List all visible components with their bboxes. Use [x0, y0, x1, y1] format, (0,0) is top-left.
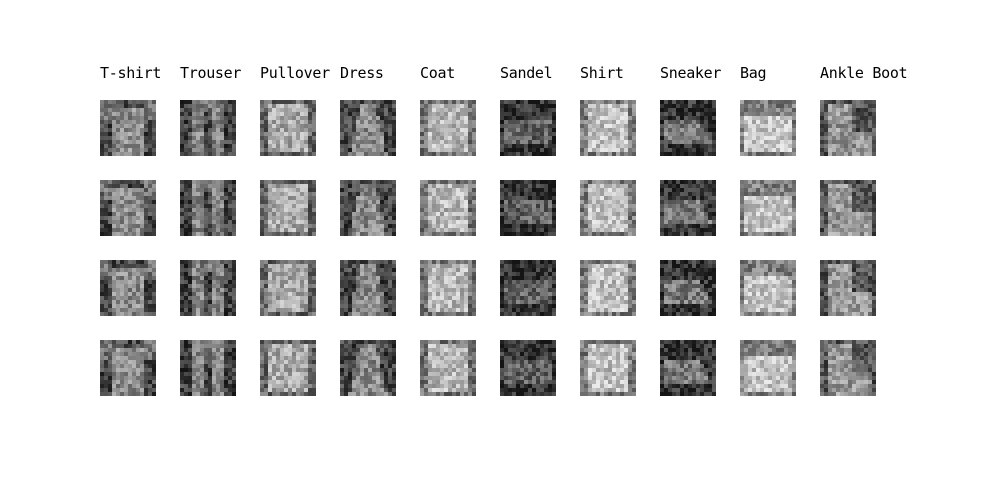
column-label: Ankle Boot [820, 64, 908, 82]
sample-image [820, 180, 876, 236]
sample-image [260, 100, 316, 156]
sample-image [420, 100, 476, 156]
sample-image [820, 340, 876, 396]
sample-image [580, 260, 636, 316]
sample-image [660, 180, 716, 236]
sample-image [260, 340, 316, 396]
sample-image [100, 260, 156, 316]
sample-image [740, 180, 796, 236]
column-label: Shirt [580, 64, 624, 82]
sample-image [420, 180, 476, 236]
sample-image [580, 340, 636, 396]
sample-image [660, 100, 716, 156]
sample-image [420, 260, 476, 316]
column-label: Pullover [260, 64, 330, 82]
sample-image [660, 260, 716, 316]
column-label: Dress [340, 64, 384, 82]
sample-image [260, 180, 316, 236]
sample-image [340, 100, 396, 156]
column-label: Sneaker [660, 64, 722, 82]
sample-image [180, 260, 236, 316]
sample-image [180, 180, 236, 236]
column-label: Sandel [500, 64, 553, 82]
sample-image [340, 340, 396, 396]
sample-image [180, 100, 236, 156]
sample-image [660, 340, 716, 396]
sample-image [820, 260, 876, 316]
column-label: T-shirt [100, 64, 162, 82]
sample-image [500, 260, 556, 316]
sample-image [500, 180, 556, 236]
column-label: Bag [740, 64, 767, 82]
sample-image [420, 340, 476, 396]
sample-image [740, 100, 796, 156]
sample-image [820, 100, 876, 156]
sample-image [100, 340, 156, 396]
sample-image [340, 180, 396, 236]
sample-image [180, 340, 236, 396]
sample-image [580, 180, 636, 236]
sample-image [340, 260, 396, 316]
sample-image [580, 100, 636, 156]
sample-image [100, 180, 156, 236]
sample-image [500, 340, 556, 396]
sample-image [740, 260, 796, 316]
column-label: Trouser [180, 64, 242, 82]
sample-image [260, 260, 316, 316]
sample-image [740, 340, 796, 396]
sample-image [100, 100, 156, 156]
sample-image [500, 100, 556, 156]
column-label: Coat [420, 64, 455, 82]
